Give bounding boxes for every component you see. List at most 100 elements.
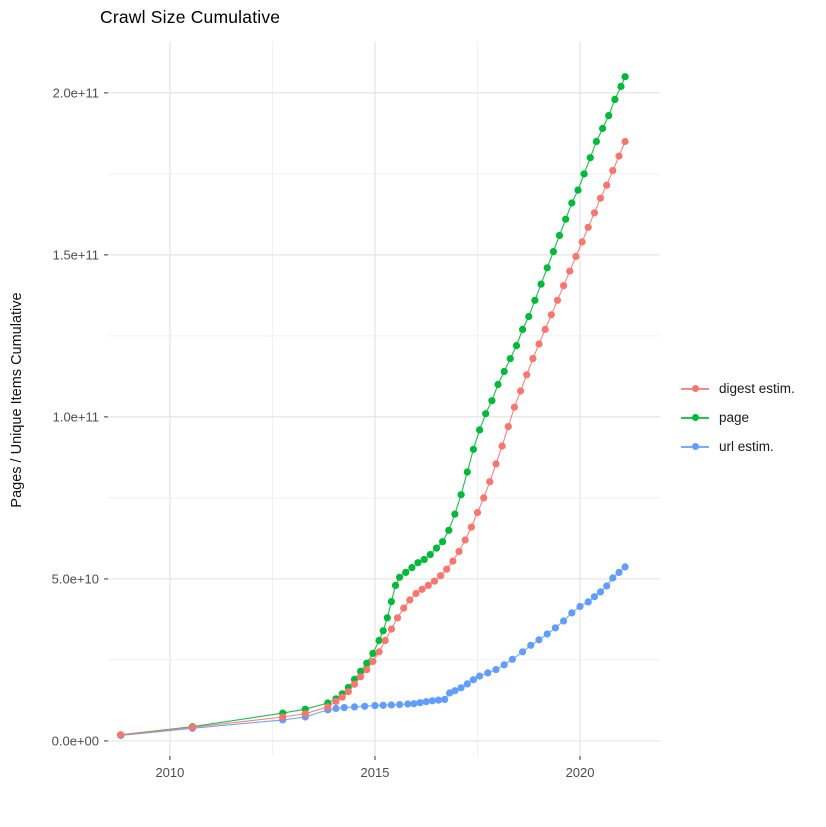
data-point	[416, 699, 424, 707]
data-point	[375, 648, 383, 656]
data-point	[580, 170, 588, 178]
data-point	[457, 684, 465, 692]
chart-title: Crawl Size Cumulative	[100, 7, 281, 27]
data-point	[615, 152, 623, 160]
data-point	[344, 688, 352, 696]
data-point	[449, 557, 457, 565]
data-point	[412, 589, 420, 598]
data-point	[590, 593, 599, 601]
data-point	[531, 296, 539, 304]
data-point	[188, 723, 197, 731]
data-point	[381, 636, 389, 645]
data-point	[324, 703, 332, 711]
data-point	[473, 508, 482, 517]
data-point	[428, 697, 436, 705]
data-point	[498, 442, 506, 450]
data-point	[434, 696, 443, 704]
data-point	[492, 460, 500, 468]
data-point	[406, 596, 414, 604]
data-point	[562, 215, 570, 223]
data-point	[596, 588, 605, 596]
data-point	[445, 526, 453, 534]
data-point	[568, 609, 576, 617]
legend-key-digest-icon	[681, 384, 709, 394]
data-point	[408, 564, 416, 572]
data-point	[387, 598, 395, 606]
data-point	[611, 95, 619, 103]
data-point	[492, 666, 500, 674]
data-point	[391, 581, 400, 590]
data-point	[560, 282, 568, 290]
data-point	[379, 627, 387, 635]
data-point	[350, 703, 359, 711]
data-point	[469, 445, 477, 453]
data-point	[566, 267, 574, 275]
data-point	[369, 649, 377, 658]
data-point	[357, 667, 365, 675]
legend-item-digest: digest estim.	[681, 380, 795, 397]
data-point	[519, 648, 527, 656]
data-point	[332, 704, 340, 713]
data-point	[553, 296, 562, 304]
data-point	[543, 630, 551, 638]
data-point	[117, 731, 125, 739]
data-point	[617, 82, 625, 90]
data-point	[369, 657, 377, 666]
data-point	[535, 340, 543, 348]
data-point	[494, 380, 502, 389]
data-point	[361, 702, 369, 710]
data-point	[461, 536, 469, 544]
legend-label-page: page	[719, 410, 750, 425]
data-point	[547, 311, 555, 319]
data-point	[338, 693, 346, 701]
data-point	[350, 680, 359, 688]
data-point	[586, 154, 594, 162]
data-point	[551, 624, 560, 632]
data-point	[424, 581, 432, 590]
data-point	[504, 423, 512, 431]
data-point	[609, 574, 617, 582]
data-point	[603, 582, 611, 590]
grid-major	[108, 42, 660, 756]
data-point	[590, 209, 599, 217]
data-point	[404, 700, 412, 708]
data-point	[340, 704, 348, 712]
axis-labels: 2010 2015 2020 0.0e+00 5.0e+10 1.0e+11 1.5e+11…	[52, 85, 595, 780]
data-point	[363, 666, 371, 674]
data-point	[363, 659, 371, 667]
data-point	[371, 702, 379, 710]
data-point	[621, 563, 629, 571]
data-point	[609, 167, 617, 175]
y-tick-label: 1.0e+11	[53, 409, 99, 424]
x-tick-label: 2015	[361, 765, 390, 780]
data-point	[387, 701, 395, 709]
data-point	[400, 604, 408, 612]
data-point	[535, 636, 543, 644]
data-point	[574, 186, 582, 194]
data-point	[414, 559, 422, 567]
data-point	[457, 491, 465, 499]
data-point	[476, 426, 484, 434]
data-point	[555, 231, 564, 239]
data-series	[117, 73, 629, 740]
data-point	[584, 598, 592, 606]
data-point	[383, 614, 391, 622]
data-point	[488, 397, 496, 405]
data-point	[420, 555, 428, 564]
data-point	[525, 312, 533, 321]
legend-label-digest: digest estim.	[719, 381, 795, 396]
data-point	[576, 602, 584, 611]
data-point	[529, 355, 537, 363]
data-point	[484, 669, 492, 677]
data-point	[578, 238, 586, 246]
data-point	[543, 264, 551, 272]
legend-item-url: url estim.	[681, 438, 795, 455]
data-point	[596, 194, 605, 202]
data-point	[560, 617, 568, 625]
data-point	[476, 672, 484, 680]
data-point	[603, 181, 611, 189]
data-point	[482, 410, 490, 418]
data-point	[519, 325, 527, 333]
series-page	[117, 73, 629, 739]
data-point	[422, 698, 430, 706]
